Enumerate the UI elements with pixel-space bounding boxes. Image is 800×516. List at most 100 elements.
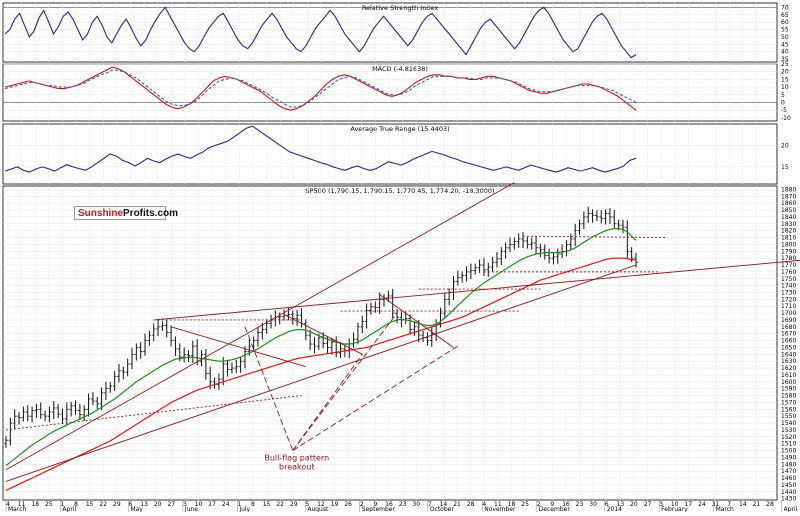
panel-title-0: Relative Strength Index — [362, 4, 439, 12]
x-day-label-42: 23 — [576, 501, 584, 508]
panel-frame-0 — [2, 2, 778, 63]
panel-frame-3 — [2, 185, 778, 501]
x-day-label-33: 21 — [453, 501, 461, 508]
x-day-label-6: 15 — [86, 501, 94, 508]
y-tick-label-0-0: 35 — [781, 56, 789, 63]
x-day-label-23: 12 — [317, 501, 325, 508]
y-tick-label-2-0: 15 — [781, 164, 789, 171]
y-tick-label-3-33: 1760 — [781, 269, 796, 276]
x-day-label-56: 28 — [766, 501, 774, 508]
x-day-label-15: 17 — [208, 501, 216, 508]
y-tick-label-3-10: 1530 — [781, 427, 796, 434]
x-day-label-9: 6 — [129, 501, 133, 508]
x-day-label-39: 2 — [537, 501, 541, 508]
y-tick-label-3-1: 1440 — [781, 489, 796, 496]
x-month-label-2: May — [130, 506, 143, 512]
x-day-label-24: 19 — [331, 501, 339, 508]
x-month-label-7: October — [430, 506, 455, 512]
x-day-label-44: 6 — [605, 501, 609, 508]
y-tick-label-0-1: 40 — [781, 49, 789, 56]
x-day-label-37: 18 — [508, 501, 516, 508]
x-day-label-55: 21 — [753, 501, 761, 508]
y-tick-label-1-0: -10 — [781, 115, 791, 122]
x-day-label-54: 14 — [739, 501, 747, 508]
series-line-1-0 — [4, 66, 637, 111]
panel-title-2: Average True Range (15.4403) — [350, 125, 449, 133]
y-tick-label-3-34: 1770 — [781, 262, 796, 269]
y-tick-label-3-38: 1810 — [781, 235, 796, 242]
upper-resistance-line — [153, 259, 800, 321]
x-month-label-9: December — [539, 506, 571, 512]
y-tick-label-0-2: 45 — [781, 41, 789, 48]
x-day-label-22: 5 — [305, 501, 309, 508]
x-day-label-1: 11 — [18, 501, 26, 508]
y-tick-label-3-26: 1690 — [781, 317, 796, 324]
y-tick-label-3-19: 1620 — [781, 365, 796, 372]
y-tick-label-3-27: 1700 — [781, 310, 796, 317]
x-day-label-11: 20 — [154, 501, 162, 508]
x-day-label-32: 14 — [440, 501, 448, 508]
moving-average-green — [5, 228, 637, 467]
x-month-label-11: February — [661, 506, 688, 512]
y-tick-label-0-7: 70 — [781, 4, 789, 11]
y-tick-label-0-3: 50 — [781, 34, 789, 41]
y-tick-label-1-7: 25 — [781, 61, 789, 68]
x-day-label-20: 22 — [276, 501, 284, 508]
rising-support-line — [5, 264, 637, 482]
y-tick-label-3-12: 1550 — [781, 413, 796, 420]
y-tick-label-3-9: 1520 — [781, 434, 796, 441]
y-tick-label-3-11: 1540 — [781, 420, 796, 427]
x-day-label-53: 7 — [727, 501, 731, 508]
y-tick-label-3-16: 1590 — [781, 386, 796, 393]
x-day-label-30: 30 — [412, 501, 420, 508]
y-tick-label-3-3: 1460 — [781, 475, 796, 482]
x-day-label-35: 4 — [482, 501, 486, 508]
x-day-label-5: 8 — [74, 501, 78, 508]
x-day-label-28: 16 — [385, 501, 393, 508]
y-tick-label-3-17: 1600 — [781, 379, 796, 386]
x-month-label-6: September — [362, 506, 396, 512]
annotation-line-2: breakout — [279, 463, 314, 472]
y-tick-label-3-45: 1880 — [781, 186, 796, 193]
y-tick-label-3-42: 1850 — [781, 207, 796, 214]
rising-channel-upper — [5, 182, 515, 471]
annotation-pointer-4 — [292, 345, 459, 451]
x-month-label-10: 2014 — [607, 506, 622, 512]
y-tick-label-3-4: 1470 — [781, 468, 796, 475]
y-tick-label-3-14: 1570 — [781, 399, 796, 406]
x-day-label-27: 9 — [373, 501, 377, 508]
x-day-label-40: 9 — [550, 501, 554, 508]
x-day-label-0: 4 — [6, 501, 10, 508]
y-tick-label-1-4: 10 — [781, 84, 789, 91]
y-tick-label-3-2: 1450 — [781, 482, 796, 489]
moving-average-red — [5, 257, 637, 491]
x-day-label-47: 27 — [644, 501, 652, 508]
x-day-label-16: 24 — [222, 501, 230, 508]
x-day-label-18: 8 — [251, 501, 255, 508]
x-day-label-26: 2 — [360, 501, 364, 508]
x-month-label-3: June — [184, 506, 198, 512]
x-day-label-45: 13 — [617, 501, 625, 508]
y-tick-label-3-22: 1650 — [781, 344, 796, 351]
y-tick-label-3-29: 1720 — [781, 296, 796, 303]
x-day-label-46: 20 — [630, 501, 638, 508]
x-day-label-36: 11 — [494, 501, 502, 508]
flag-downtrend-3 — [379, 294, 454, 348]
x-day-label-50: 17 — [685, 501, 693, 508]
y-tick-label-3-7: 1500 — [781, 448, 796, 455]
x-month-label-5: August — [307, 506, 329, 512]
y-tick-label-1-6: 20 — [781, 69, 789, 76]
x-day-label-8: 29 — [113, 501, 121, 508]
x-day-label-17: 1 — [237, 501, 241, 508]
panel-title-1: MACD (-4.81638) — [372, 65, 428, 73]
annotation-pointer-2 — [292, 354, 363, 451]
x-day-label-49: 10 — [671, 501, 679, 508]
y-tick-label-0-4: 55 — [781, 27, 789, 34]
x-month-label-8: November — [484, 506, 516, 512]
flag-downtrend-2 — [283, 314, 363, 355]
x-day-label-10: 13 — [140, 501, 148, 508]
y-tick-label-3-36: 1790 — [781, 248, 796, 255]
x-day-label-29: 23 — [399, 501, 407, 508]
